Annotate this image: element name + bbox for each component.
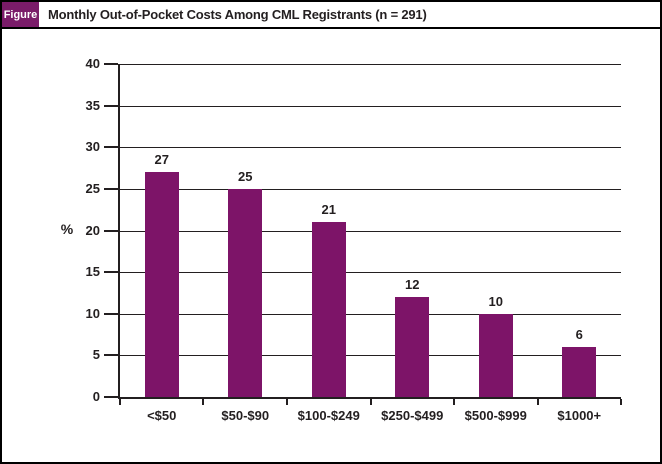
gridline-20 — [120, 230, 621, 232]
bar-value-label: 10 — [488, 293, 503, 309]
gridline-25 — [120, 188, 621, 190]
y-axis-tick — [104, 354, 118, 357]
x-axis-category-label: $250-$499 — [381, 408, 444, 423]
gridline-10 — [120, 313, 621, 315]
header-divider — [2, 27, 660, 29]
y-axis-tick-label: 0 — [92, 389, 100, 404]
y-axis-tick-label: 20 — [85, 222, 100, 238]
x-axis-tick — [620, 399, 622, 405]
y-axis-tick — [104, 229, 118, 232]
figure-header: Figure Monthly Out-of-Pocket Costs Among… — [2, 2, 660, 27]
gridline-5 — [120, 355, 621, 357]
figure-title: Monthly Out-of-Pocket Costs Among CML Re… — [48, 7, 427, 22]
x-axis-tick — [452, 399, 455, 405]
x-axis-category-label: $1000+ — [557, 408, 602, 423]
y-axis-tick-label: 5 — [92, 347, 100, 363]
y-axis-tick-label: 10 — [85, 305, 100, 321]
bar-slot-2: 21 $100-$249 — [287, 64, 371, 423]
y-axis-tick — [104, 312, 118, 315]
y-axis-tick-label: 15 — [85, 264, 100, 280]
bar-slot-0: 27 <$50 — [120, 64, 204, 423]
y-axis-tick — [104, 63, 118, 65]
y-axis-tick — [104, 146, 118, 149]
bar — [562, 347, 597, 397]
bar-value-label: 27 — [154, 152, 169, 168]
x-axis-category-label: $100-$249 — [297, 408, 360, 423]
y-axis-tick — [104, 396, 118, 398]
y-axis-tick-label: 30 — [85, 139, 100, 155]
bar — [144, 172, 179, 397]
plot-area: 27 <$50 25 $50-$90 21 $100-$249 12 $250-$499 10 $… — [118, 64, 622, 423]
bar-value-label: 21 — [321, 202, 336, 218]
x-axis-tick — [119, 399, 121, 405]
bar-value-label: 12 — [405, 277, 420, 293]
gridline-35 — [120, 105, 621, 107]
bar-slot-4: 10 $500-$999 — [454, 64, 538, 423]
x-axis-category-label: $500-$999 — [464, 408, 527, 423]
bar-value-label: 25 — [238, 168, 253, 184]
y-axis-title: % — [60, 221, 74, 237]
bar-slot-5: 6 $1000+ — [538, 64, 622, 423]
y-axis-tick-label: 40 — [85, 56, 100, 71]
bar-slots: 27 <$50 25 $50-$90 21 $100-$249 12 $250-$499 10 $… — [120, 64, 622, 423]
y-axis-tick-label: 25 — [85, 180, 100, 196]
bar — [228, 188, 263, 397]
gridline-30 — [120, 147, 621, 149]
bar — [478, 313, 513, 397]
gridline-40 — [120, 64, 621, 65]
gridline-15 — [120, 272, 621, 274]
x-axis-tick — [285, 399, 288, 405]
y-axis-tick — [104, 271, 118, 274]
bar-slot-1: 25 $50-$90 — [204, 64, 288, 423]
y-axis-tick-label: 35 — [85, 97, 100, 113]
x-axis-tick — [202, 399, 205, 405]
bar — [395, 297, 430, 397]
x-axis-tick — [536, 399, 539, 405]
y-axis-tick — [104, 187, 118, 190]
x-axis-tick — [369, 399, 372, 405]
figure-label-tab: Figure — [2, 2, 39, 27]
y-axis-tick — [104, 104, 118, 107]
x-axis-category-label: <$50 — [147, 408, 177, 423]
bar-slot-3: 12 $250-$499 — [371, 64, 455, 423]
x-axis-category-label: $50-$90 — [221, 408, 270, 423]
bar-value-label: 6 — [575, 327, 583, 343]
bar — [311, 222, 346, 397]
